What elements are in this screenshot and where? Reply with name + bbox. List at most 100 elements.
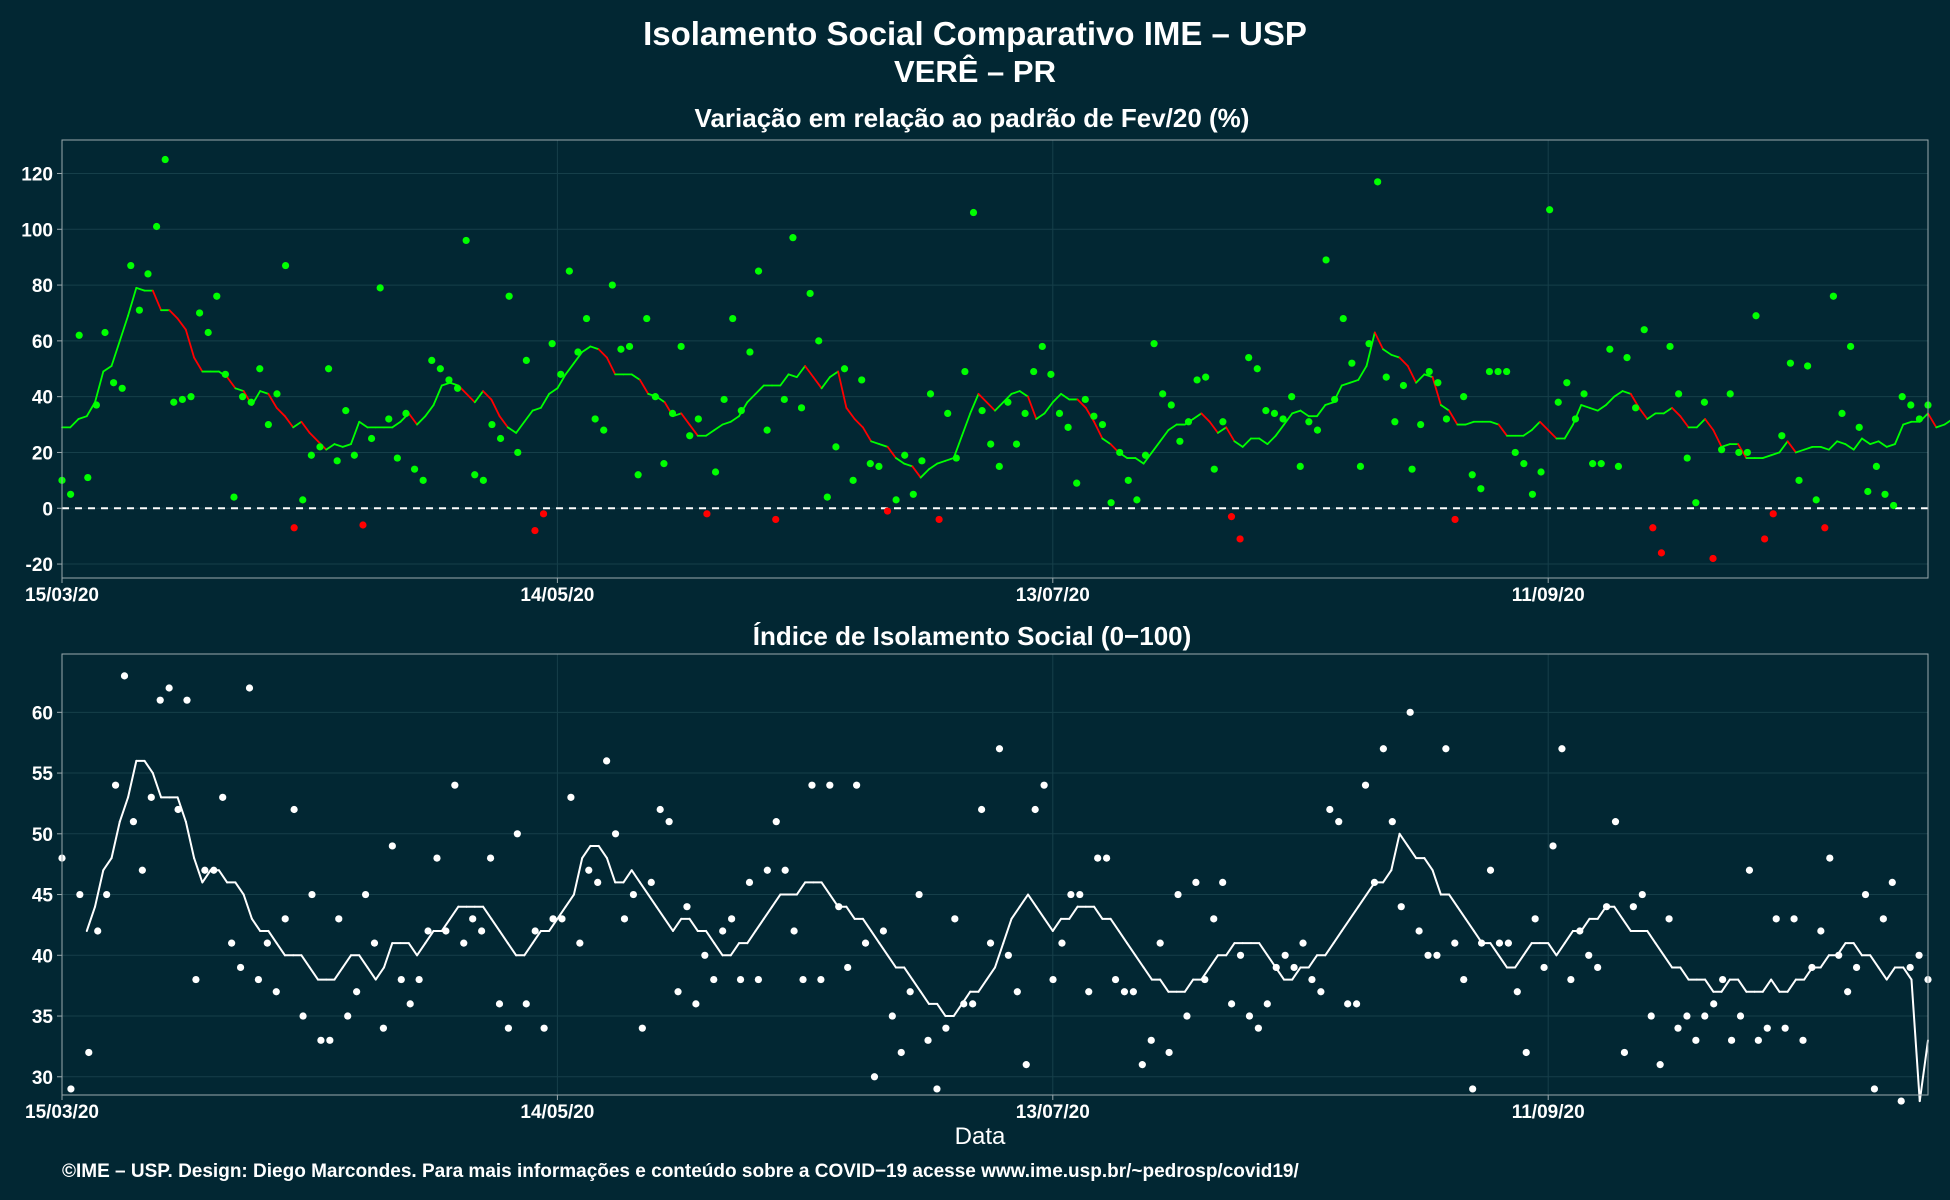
data-point (299, 1012, 307, 1020)
data-point (1594, 963, 1602, 972)
moving-average-segment (1662, 406, 1673, 415)
data-point (540, 1024, 548, 1032)
data-point (832, 443, 840, 451)
moving-average-segment (639, 379, 650, 395)
moving-average-segment (1093, 905, 1104, 920)
moving-average-segment (77, 415, 88, 420)
moving-average-segment (977, 978, 988, 993)
data-point (1049, 975, 1057, 984)
moving-average-segment (1877, 440, 1888, 448)
moving-average-segment (622, 869, 633, 884)
moving-average-segment (1638, 406, 1649, 420)
moving-average-segment (184, 820, 196, 860)
data-point (986, 939, 995, 947)
data-point (1133, 496, 1141, 504)
data-point (567, 793, 575, 801)
moving-average-segment (1258, 942, 1269, 957)
moving-average-segment (1349, 379, 1360, 384)
moving-average-segment (680, 412, 691, 426)
moving-average-segment (853, 418, 864, 429)
data-point (201, 866, 209, 874)
data-point (875, 462, 883, 471)
data-point (522, 356, 530, 364)
data-point (1120, 988, 1129, 996)
moving-average-segment (1902, 966, 1913, 981)
data-point (1111, 975, 1120, 984)
data-point (1795, 476, 1803, 484)
data-point (299, 496, 307, 504)
moving-average-segment (638, 881, 650, 896)
index-x-axis: 15/03/20 14/05/20 13/07/20 11/09/20 (25, 1095, 1585, 1123)
data-point (879, 927, 887, 935)
moving-average-segment (176, 796, 187, 823)
moving-average-segment (597, 348, 608, 359)
data-point (620, 915, 629, 923)
x-tick-label: 15/03/20 (25, 585, 99, 606)
data-point (1718, 446, 1726, 454)
moving-average-segment (1563, 423, 1574, 440)
data-point (1915, 415, 1924, 423)
data-point (442, 927, 450, 935)
data-point (272, 988, 280, 996)
data-point (701, 951, 709, 959)
data-point (1408, 465, 1416, 473)
moving-average-segment (1803, 445, 1814, 451)
moving-average-segment (1233, 440, 1244, 448)
data-point (1192, 878, 1200, 886)
moving-average-segment (1464, 917, 1475, 932)
moving-average-segment (1786, 440, 1797, 454)
data-point (565, 267, 573, 275)
data-point (677, 342, 685, 351)
data-point (238, 393, 247, 401)
data-point (471, 471, 479, 479)
data-point (1322, 256, 1330, 264)
moving-average-segment (407, 942, 419, 957)
data-point (156, 696, 164, 704)
data-point (549, 915, 557, 923)
moving-average-segment (416, 942, 427, 957)
data-point (92, 401, 100, 409)
data-point (808, 781, 816, 789)
moving-average-segment (1720, 978, 1731, 993)
data-point (385, 415, 393, 423)
data-point (763, 866, 771, 874)
data-point (1374, 178, 1382, 186)
data-point (1468, 471, 1476, 479)
moving-average-segment (729, 942, 741, 957)
data-point (638, 1024, 646, 1032)
data-point (228, 939, 236, 947)
moving-average-segment (1770, 978, 1781, 993)
data-point (1227, 1000, 1236, 1008)
moving-average-segment (1497, 423, 1508, 437)
moving-average-segment (226, 376, 237, 390)
main-title: Isolamento Social Comparativo IME – USP (643, 15, 1307, 52)
data-point (103, 890, 111, 899)
moving-average-segment (118, 796, 130, 823)
moving-average-segment (1241, 437, 1252, 448)
data-point (539, 510, 548, 518)
moving-average-segment (1043, 401, 1054, 415)
moving-average-segment (193, 356, 204, 373)
data-point (1799, 1036, 1807, 1044)
moving-average-segment (250, 917, 262, 932)
data-point (1606, 345, 1614, 353)
moving-average-segment (1431, 376, 1442, 406)
moving-average-segment (804, 365, 815, 379)
index-panel-frame (61, 653, 1929, 1096)
moving-average-segment (994, 401, 1005, 412)
data-point (772, 515, 780, 524)
moving-average-segment (1018, 390, 1029, 398)
data-point (1317, 988, 1325, 996)
data-point (558, 915, 566, 923)
data-point (147, 793, 155, 801)
data-point (574, 348, 582, 356)
data-point (1073, 479, 1081, 487)
data-point (183, 696, 191, 704)
moving-average-segment (556, 905, 567, 920)
data-point (178, 395, 186, 404)
data-point (127, 261, 135, 270)
data-point (1183, 1012, 1191, 1020)
data-point (1433, 951, 1441, 959)
moving-average-segment (663, 917, 674, 932)
data-point (1415, 927, 1423, 935)
